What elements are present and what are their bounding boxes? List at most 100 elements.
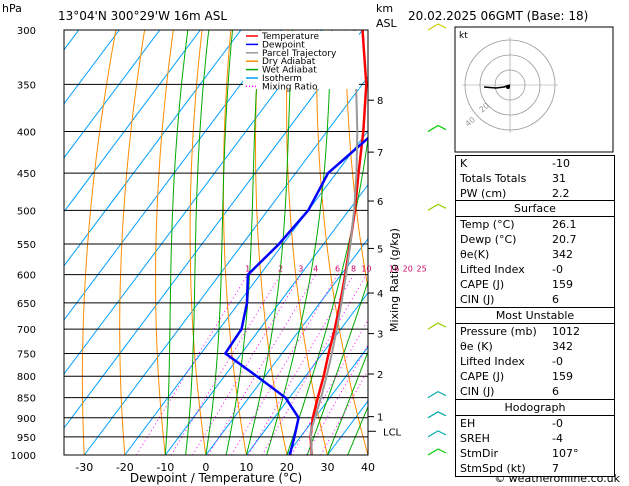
- legend-label: Dewpoint: [262, 40, 305, 50]
- pressure-tick-label: 850: [17, 394, 36, 405]
- km-tick-label: 3: [377, 330, 383, 341]
- isotherm-line: [286, 346, 368, 455]
- surface-row: CIN (J) 6: [460, 293, 559, 306]
- series-parcel-trajectory-line: [309, 30, 359, 455]
- pressure-tick-label: 950: [17, 433, 36, 444]
- dry-adiabat-line: [222, 30, 247, 455]
- km-tick-label: 7: [377, 148, 383, 159]
- most-unstable-title: Most Unstable: [456, 308, 614, 324]
- hodograph-frame: [454, 26, 614, 153]
- dry-adiabat-line: [81, 30, 117, 455]
- mu-row: CAPE (J) 159: [460, 370, 573, 383]
- wind-barb: [427, 411, 447, 419]
- wind-barb: [427, 430, 447, 438]
- mixing-ratio-label: 25: [417, 265, 427, 274]
- hodograph-unit-label: kt: [459, 31, 468, 41]
- isotherm-line: [64, 30, 120, 105]
- wet-adiabat-line: [185, 30, 210, 455]
- hodo-row: StmSpd (kt) 7: [460, 462, 559, 475]
- mixing-ratio-label: 2: [278, 265, 283, 274]
- isotherm-line: [64, 30, 201, 213]
- pressure-tick-label: 300: [17, 26, 36, 37]
- temperature-tick-label: 30: [320, 461, 334, 474]
- wet-adiabat-line: [327, 350, 368, 455]
- pressure-tick-label: 600: [17, 271, 36, 282]
- index-row: PW (cm) 2.2: [460, 187, 570, 200]
- wet-adiabat-line: [205, 30, 233, 455]
- hodograph-title: Hodograph: [456, 400, 614, 416]
- pressure-tick-label: 750: [17, 349, 36, 360]
- temperature-tick-label: 0: [202, 461, 209, 474]
- temperature-tick-label: 40: [361, 461, 375, 474]
- temperature-tick-label: -30: [75, 461, 93, 474]
- wind-barb: [427, 390, 447, 399]
- isotherm-line: [64, 30, 161, 159]
- mixing-ratio-label: 10: [361, 265, 371, 274]
- temperature-tick-label: 10: [239, 461, 253, 474]
- mixing-ratio-label: 20: [403, 265, 413, 274]
- isotherm-line: [124, 129, 368, 455]
- location-label: 13°04'N 300°29'W 16m ASL: [58, 9, 227, 23]
- km-tick-label: 4: [377, 289, 383, 300]
- pressure-tick-label: 400: [17, 128, 36, 139]
- mu-row: θe (K) 342: [460, 340, 573, 353]
- mixing-ratio-label: 1: [245, 265, 250, 274]
- mixing-ratio-label: 3: [298, 265, 303, 274]
- isotherm-line: [205, 237, 368, 455]
- surface-row: Temp (°C) 26.1: [460, 218, 577, 231]
- mixing-ratio-line: [261, 274, 367, 455]
- surface-row: Dewp (°C) 20.7: [460, 233, 577, 246]
- pressure-tick-label: 900: [17, 414, 36, 425]
- mixing-ratio-line: [231, 274, 338, 455]
- surface-row: Lifted Index -0: [460, 263, 563, 276]
- indices-table: K -10 Totals Totals 31 PW (cm) 2.2 Surface …: [455, 155, 615, 477]
- wind-barb: [427, 448, 447, 456]
- index-row: Totals Totals 31: [460, 172, 566, 185]
- dry-adiabat-line: [345, 30, 368, 291]
- mixing-ratio-label: 16: [389, 265, 399, 274]
- wind-barb: [427, 124, 447, 133]
- legend-label: Dry Adiabat: [262, 57, 316, 67]
- hodo-row: SREH -4: [460, 432, 563, 445]
- legend-label: Isotherm: [262, 74, 302, 84]
- km-tick-label: 1: [377, 413, 383, 424]
- mu-row: CIN (J) 6: [460, 385, 559, 398]
- wind-barb: [427, 203, 447, 211]
- dry-adiabat-line: [155, 30, 174, 455]
- pressure-tick-label: 650: [17, 299, 36, 310]
- legend-label: Mixing Ratio: [262, 82, 318, 92]
- series-dewpoint-line: [223, 136, 368, 455]
- temperature-tick-label: 20: [280, 461, 294, 474]
- lcl-label: LCL: [383, 427, 402, 438]
- surface-box: Surface Temp (°C) 26.1 Dewp (°C) 20.7 θe(K…: [455, 200, 615, 308]
- most-unstable-box: Most Unstable Pressure (mb) 1012 θe (K) 34…: [455, 307, 615, 400]
- isotherm-line: [64, 30, 242, 267]
- plot-frame: [63, 29, 369, 456]
- legend-box: [243, 31, 359, 89]
- km-tick-label: 5: [377, 244, 383, 255]
- isotherm-line: [64, 30, 363, 429]
- isotherm-line: [164, 183, 368, 455]
- mixing-ratio-line: [192, 274, 302, 455]
- isotherm-line: [64, 30, 80, 51]
- isotherm-line: [83, 75, 368, 455]
- mixing-ratio-label: 6: [335, 265, 340, 274]
- index-row: K -10: [460, 157, 570, 170]
- temperature-tick-label: -10: [156, 461, 174, 474]
- hodograph-storm-motion: [506, 85, 510, 89]
- pressure-tick-label: 350: [17, 80, 36, 91]
- mu-row: Pressure (mb) 1012: [460, 325, 580, 338]
- surface-row: CAPE (J) 159: [460, 278, 573, 291]
- surface-row: θe(K) 342: [460, 248, 573, 261]
- mixing-ratio-axis-title: Mixing Ratio (g/kg): [388, 228, 401, 332]
- legend-label: Parcel Trajectory: [262, 49, 337, 59]
- isotherm-line: [64, 30, 323, 375]
- mixing-ratio-line: [320, 369, 368, 455]
- pressure-tick-label: 450: [17, 169, 36, 180]
- surface-title: Surface: [456, 201, 614, 217]
- mixing-ratio-line: [248, 274, 355, 455]
- pressure-tick-label: 700: [17, 325, 36, 336]
- mixing-ratio-label: 4: [313, 265, 318, 274]
- wind-barb: [427, 322, 447, 330]
